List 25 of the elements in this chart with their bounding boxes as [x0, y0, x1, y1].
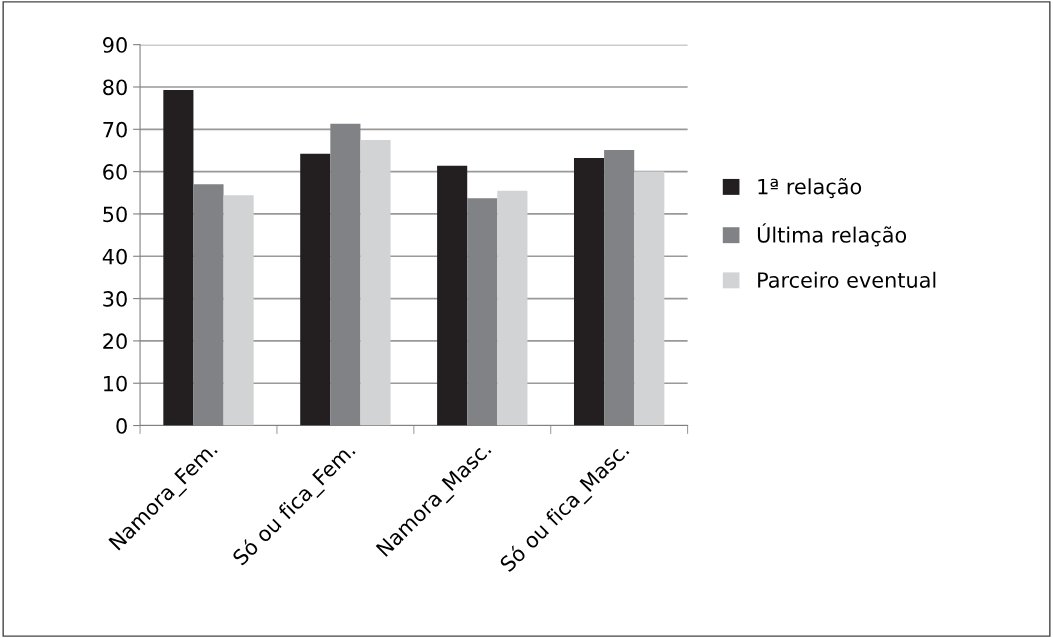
bar [163, 89, 194, 426]
bar [467, 198, 498, 426]
legend-label: Parceiro eventual [758, 271, 936, 288]
y-tick-label: 30 [103, 291, 127, 307]
bar [193, 184, 224, 426]
y-tick-label: 0 [116, 418, 127, 434]
y-tick-label: 70 [103, 121, 127, 138]
bar [573, 158, 605, 426]
bar [300, 153, 331, 426]
legend-label: Última relação [757, 223, 907, 247]
bar [497, 190, 528, 426]
bar [634, 171, 665, 426]
y-tick-label: 20 [103, 333, 127, 350]
y-tick-label: 80 [103, 79, 127, 96]
bar [604, 150, 635, 426]
y-tick-label: 50 [103, 206, 127, 223]
y-tick-label: 40 [102, 248, 127, 265]
bar [330, 123, 361, 426]
bar [360, 139, 391, 426]
y-tick-label: 60 [103, 164, 127, 180]
bar [437, 165, 468, 426]
y-tick-label: 10 [104, 375, 127, 392]
legend-label: 1ª relação [758, 177, 862, 199]
y-tick-label: 90 [103, 37, 127, 53]
bar [223, 195, 254, 426]
